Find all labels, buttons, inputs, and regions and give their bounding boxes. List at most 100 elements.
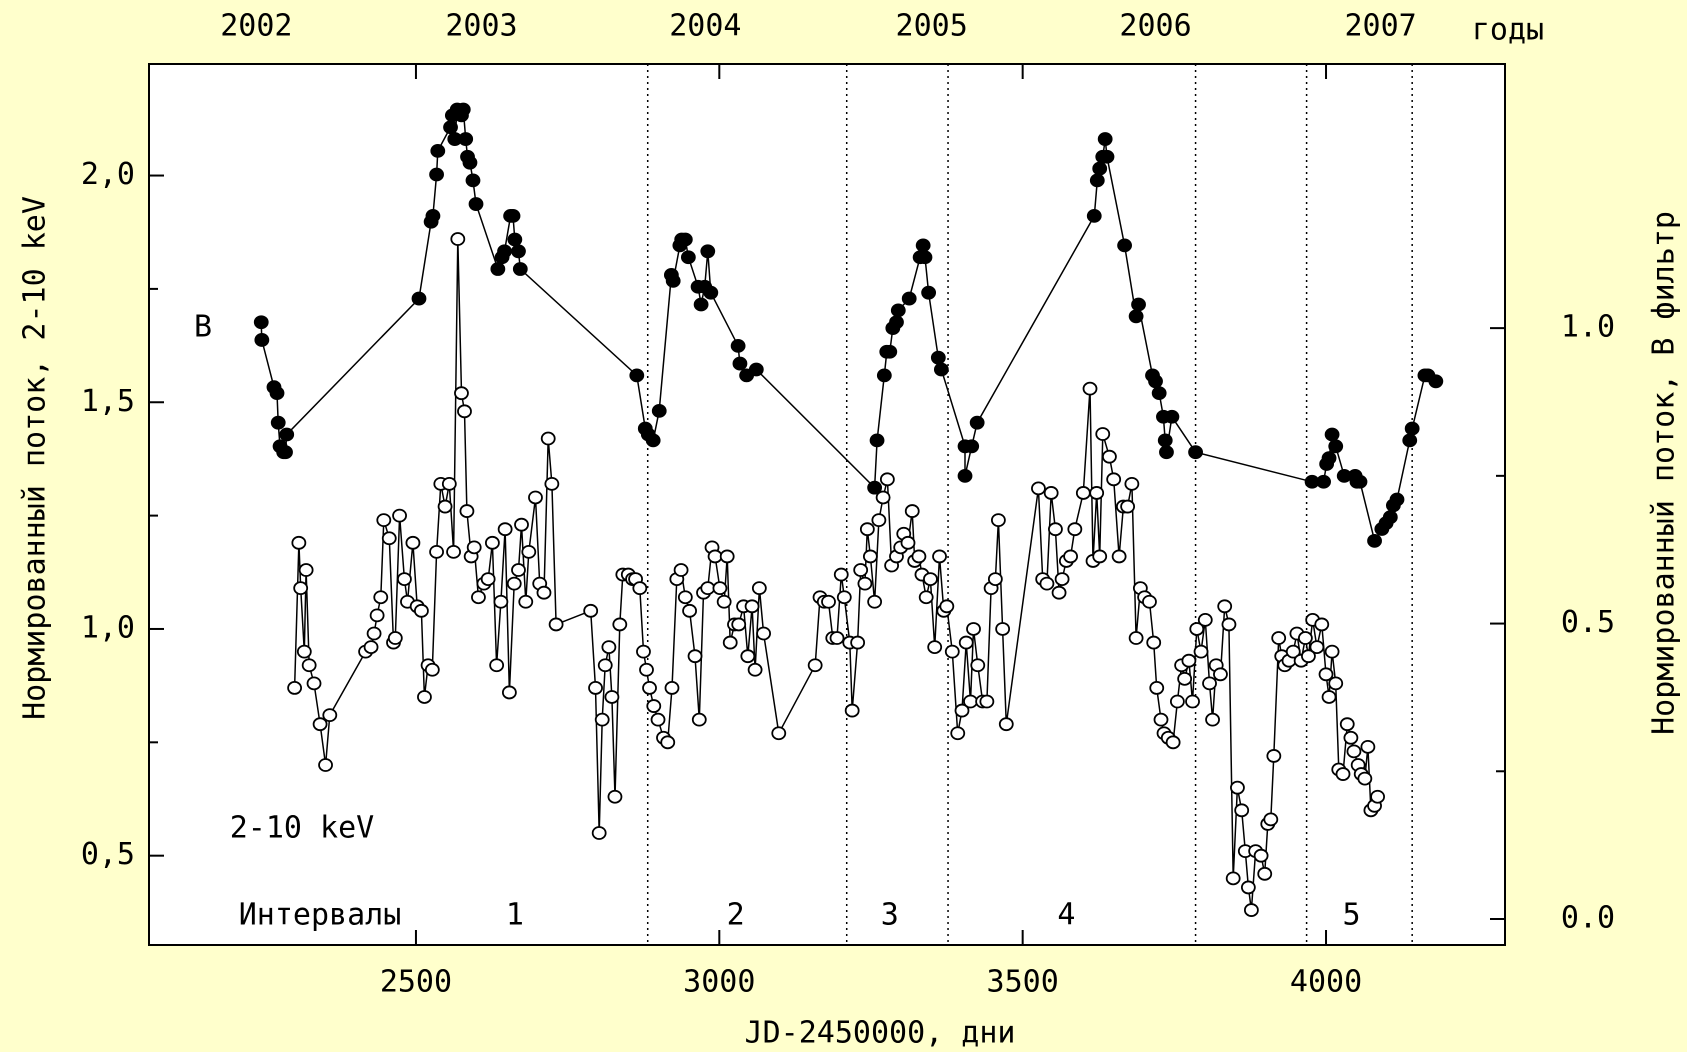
open-point [1360, 739, 1376, 754]
open-point [987, 572, 1003, 586]
open-point [489, 658, 505, 673]
open-point [471, 590, 486, 605]
open-point [1095, 427, 1111, 441]
open-point [829, 631, 845, 645]
open-point [591, 826, 607, 840]
filled-point [1367, 533, 1382, 548]
filled-point [1089, 173, 1105, 188]
open-point [707, 549, 723, 564]
filled-point [645, 433, 661, 448]
open-point [1234, 803, 1250, 818]
open-point [417, 690, 432, 704]
open-point [963, 694, 978, 709]
filled-point [867, 480, 883, 495]
filled-point [1157, 433, 1173, 448]
open-point [833, 567, 849, 582]
open-point [506, 576, 522, 591]
open-point [429, 544, 444, 559]
open-point [1213, 667, 1228, 682]
open-point [414, 603, 429, 618]
open-point [1357, 771, 1373, 786]
open-point [312, 717, 328, 732]
filled-point [964, 439, 980, 454]
open-point [544, 476, 560, 491]
open-point [466, 540, 482, 555]
open-point [700, 581, 716, 596]
open-point [1335, 767, 1351, 781]
y2-axis-label: Нормированный поток, B фильтр [1647, 211, 1682, 735]
open-point [594, 712, 610, 727]
open-point [900, 535, 916, 550]
open-point [318, 758, 333, 772]
open-point [1217, 599, 1233, 614]
x-tick-label: 4000 [1290, 965, 1362, 1000]
open-point [1031, 481, 1046, 496]
filled-point [629, 368, 645, 383]
open-point [747, 662, 763, 677]
open-point [1339, 717, 1355, 732]
open-point [744, 599, 760, 614]
filled-point [1324, 427, 1340, 442]
open-point [875, 490, 891, 505]
open-point [1124, 476, 1140, 491]
open-point [716, 594, 732, 609]
filled-point [279, 427, 295, 442]
open-point [970, 658, 986, 673]
open-point [301, 658, 317, 673]
y2-tick-label: 1.0 [1561, 310, 1615, 345]
filled-point [1151, 386, 1167, 401]
open-point [1266, 749, 1282, 763]
open-point [1054, 572, 1070, 586]
open-point [1048, 522, 1063, 537]
open-point [1142, 594, 1157, 609]
open-point [1039, 576, 1055, 591]
intervals-label: Интервалы [239, 898, 402, 933]
filled-point [889, 315, 904, 330]
y2-tick-label: 0.0 [1561, 901, 1615, 936]
open-point [1128, 631, 1144, 645]
open-point [911, 549, 927, 564]
open-point [1092, 549, 1108, 564]
filled-point [425, 208, 441, 223]
open-point [904, 504, 920, 518]
series-label: 2-10 keV [230, 811, 375, 846]
open-point [1193, 644, 1209, 659]
filled-point [677, 232, 693, 247]
filled-point [507, 232, 523, 247]
filled-point [269, 386, 285, 401]
filled-point [1188, 445, 1203, 460]
open-point [392, 508, 407, 523]
open-point [484, 535, 500, 550]
filled-point [665, 273, 681, 288]
open-point [664, 681, 680, 695]
open-point [373, 590, 389, 605]
filled-point [1117, 238, 1132, 253]
open-point [450, 232, 466, 246]
open-point [857, 576, 873, 591]
open-point [821, 594, 836, 609]
open-point [1240, 880, 1256, 895]
open-point [607, 789, 623, 804]
open-point [583, 603, 599, 618]
filled-point [1164, 409, 1180, 424]
open-point [518, 594, 534, 609]
open-point [366, 626, 382, 641]
open-point [497, 522, 513, 537]
filled-point [651, 403, 667, 418]
x-tick-label: 3500 [987, 965, 1059, 1000]
open-point [1067, 522, 1083, 537]
open-point [740, 649, 756, 664]
open-point [287, 681, 303, 695]
open-point [1297, 631, 1313, 645]
open-point [1285, 644, 1301, 659]
open-point [381, 531, 397, 546]
filled-point [254, 333, 270, 347]
open-point [1120, 499, 1136, 514]
filled-point [921, 285, 937, 300]
open-point [1149, 681, 1165, 695]
filled-point [869, 433, 885, 448]
open-point [1153, 712, 1169, 727]
filled-point [703, 285, 719, 300]
open-point [850, 635, 866, 650]
